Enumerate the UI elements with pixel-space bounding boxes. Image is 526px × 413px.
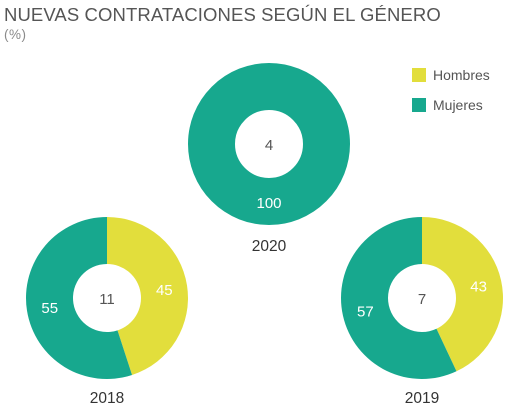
- donut-2018: 45 55 11 2018: [25, 217, 188, 407]
- slice-mujeres-2018: [25, 217, 133, 380]
- legend-label-mujeres: Mujeres: [433, 97, 483, 113]
- slice-mujeres-2020: [188, 63, 350, 225]
- year-label-2019: 2019: [405, 390, 439, 407]
- legend-label-hombres: Hombres: [433, 67, 490, 83]
- chart-title: NUEVAS CONTRATACIONES SEGÚN EL GÉNERO: [4, 4, 441, 25]
- slice-mujeres-2019: [341, 217, 457, 379]
- center-label-2019: 7: [418, 291, 426, 308]
- slice-label-mujeres-2019: 57: [357, 304, 374, 321]
- year-label-2020: 2020: [252, 238, 287, 255]
- donut-2019: 43 57 7 2019: [341, 217, 503, 407]
- center-label-2018: 11: [99, 291, 115, 308]
- center-label-2020: 4: [265, 137, 273, 154]
- donut-2020: 100 4 2020: [188, 63, 350, 255]
- slice-label-mujeres-2020: 100: [256, 195, 281, 212]
- legend: Hombres Mujeres: [412, 60, 490, 120]
- slice-hombres-2019: [422, 217, 503, 372]
- slice-label-mujeres-2018: 55: [41, 300, 58, 317]
- legend-swatch-mujeres: [412, 98, 426, 112]
- chart-subtitle: (%): [4, 27, 27, 42]
- legend-swatch-hombres: [412, 68, 426, 82]
- legend-item-mujeres: Mujeres: [412, 90, 490, 120]
- slice-label-hombres-2018: 45: [156, 282, 173, 299]
- legend-item-hombres: Hombres: [412, 60, 490, 90]
- slice-hombres-2018: [107, 217, 188, 376]
- year-label-2018: 2018: [90, 390, 124, 407]
- slice-label-hombres-2019: 43: [470, 278, 487, 295]
